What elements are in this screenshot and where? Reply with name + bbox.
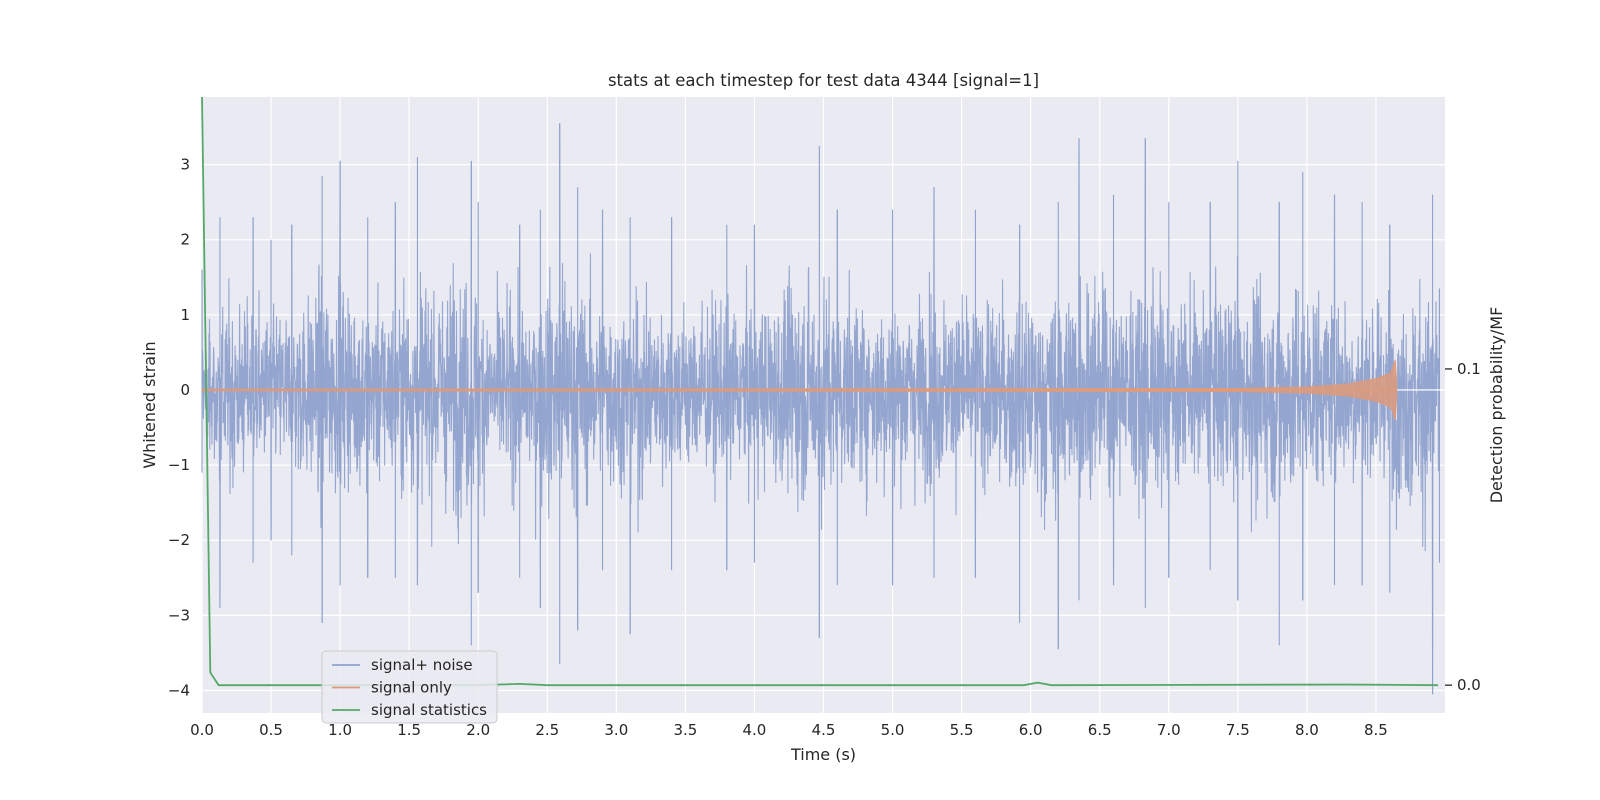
y2-tick-label: 0.0 (1457, 676, 1481, 694)
y-tick-label: −3 (168, 606, 190, 624)
x-tick-label: 1.0 (328, 721, 352, 739)
x-tick-label: 3.5 (673, 721, 697, 739)
y2-axis-ticks: 0.1 0.0 (1445, 360, 1481, 694)
y-tick-label: 3 (180, 156, 190, 174)
series-signal-only (201, 359, 1398, 421)
y-tick-label: 0 (180, 381, 190, 399)
x-tick-label: 8.5 (1364, 721, 1388, 739)
x-tick-label: 3.0 (604, 721, 628, 739)
y-axis-ticks: 3 2 1 0 −1 −2 −3 −4 (168, 156, 190, 700)
y-axis-label: Whitened strain (140, 341, 159, 468)
x-tick-label: 0.0 (190, 721, 214, 739)
x-tick-label: 5.5 (950, 721, 974, 739)
x-tick-label: 7.0 (1157, 721, 1181, 739)
legend-box (321, 650, 498, 724)
chart-title: stats at each timestep for test data 434… (608, 71, 1039, 90)
x-tick-label: 2.5 (535, 721, 559, 739)
x-axis-label: Time (s) (790, 745, 856, 764)
x-tick-label: 4.5 (812, 721, 836, 739)
x-tick-label: 1.5 (397, 721, 421, 739)
signal-statistics-line (201, 96, 1439, 687)
series-signal-statistics (201, 96, 1439, 687)
legend-label-signal-only: signal only (371, 679, 452, 697)
legend-label-signal-noise: signal+ noise (371, 656, 473, 674)
x-tick-label: 4.0 (743, 721, 767, 739)
x-tick-label: 0.5 (259, 721, 283, 739)
x-tick-label: 2.0 (466, 721, 490, 739)
x-tick-label: 6.0 (1019, 721, 1043, 739)
legend-label-signal-statistics: signal statistics (371, 701, 487, 719)
legend: signal+ noise signal only signal statist… (321, 650, 498, 724)
y2-tick-label: 0.1 (1457, 360, 1481, 378)
x-tick-label: 6.5 (1088, 721, 1112, 739)
x-tick-label: 5.0 (881, 721, 905, 739)
x-tick-label: 7.5 (1226, 721, 1250, 739)
x-axis-ticks: 0.0 0.5 1.0 1.5 2.0 2.5 3.0 3.5 4.0 4.5 5.0 5.5 6.0 6… (190, 721, 1388, 739)
y-tick-label: 1 (180, 306, 190, 324)
x-tick-label: 8.0 (1295, 721, 1319, 739)
y2-axis-label: Detection probability/MF (1487, 307, 1506, 504)
y-tick-label: 2 (180, 231, 190, 249)
y-tick-label: −2 (168, 531, 190, 549)
y-tick-label: −1 (168, 456, 190, 474)
y-tick-label: −4 (168, 681, 190, 699)
